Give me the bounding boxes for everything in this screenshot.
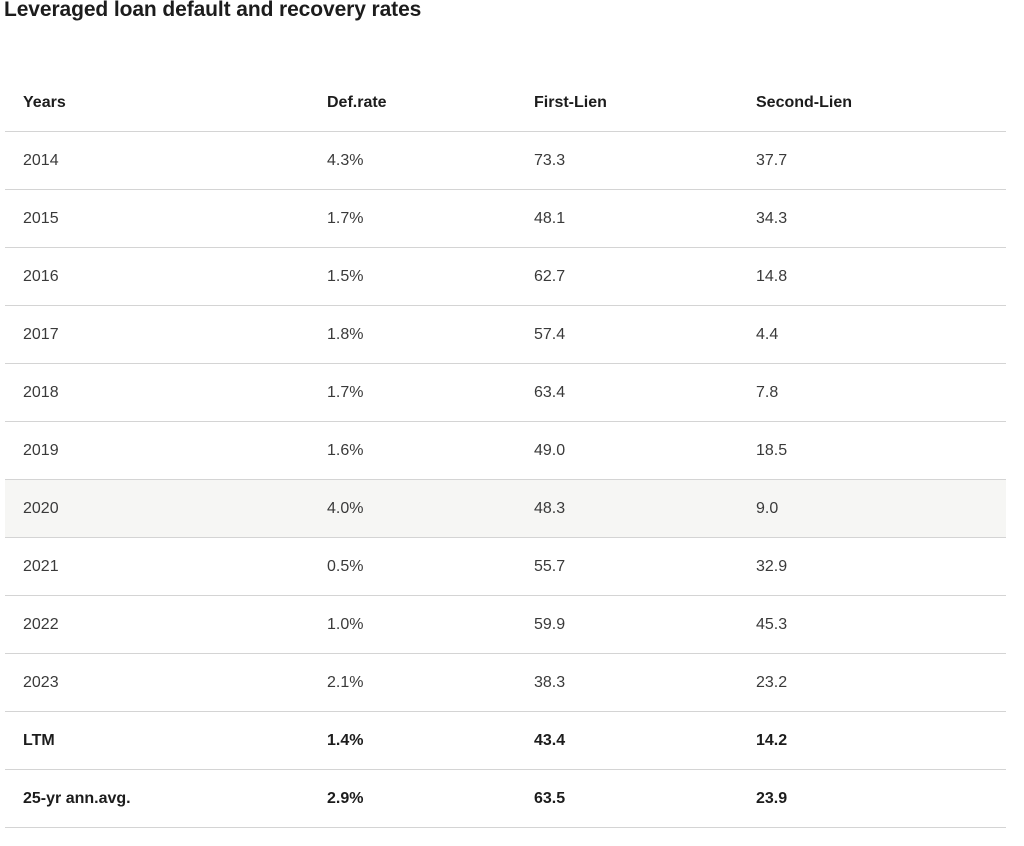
cell-second-lien: 34.3 xyxy=(756,209,788,227)
cell-second-lien: 23.9 xyxy=(756,789,788,807)
cell-second-lien: 32.9 xyxy=(756,557,788,575)
cell-year: 2022 xyxy=(23,615,59,633)
cell-year: 2020 xyxy=(23,499,59,517)
cell-first-lien: 63.4 xyxy=(534,383,566,401)
header-def-rate: Def.rate xyxy=(327,93,387,111)
cell-second-lien: 23.2 xyxy=(756,673,788,691)
cell-def-rate: 1.7% xyxy=(327,383,364,401)
cell-first-lien: 43.4 xyxy=(534,731,566,749)
cell-def-rate: 4.0% xyxy=(327,499,364,517)
cell-second-lien: 45.3 xyxy=(756,615,788,633)
cell-def-rate: 4.3% xyxy=(327,151,364,169)
table-row: 2017 1.8% 57.4 4.4 xyxy=(5,306,1006,364)
header-second-lien: Second-Lien xyxy=(756,93,853,111)
data-table: Years Def.rate First-Lien Second-Lien 20… xyxy=(5,74,1006,828)
cell-def-rate: 1.7% xyxy=(327,209,364,227)
cell-second-lien: 9.0 xyxy=(756,499,779,517)
table-row-hovered: 2020 4.0% 48.3 9.0 xyxy=(5,480,1006,538)
cell-second-lien: 18.5 xyxy=(756,441,788,459)
table-row: 2015 1.7% 48.1 34.3 xyxy=(5,190,1006,248)
cell-def-rate: 2.1% xyxy=(327,673,364,691)
table-row: 2018 1.7% 63.4 7.8 xyxy=(5,364,1006,422)
cell-def-rate: 1.4% xyxy=(327,731,364,749)
table-row: 2022 1.0% 59.9 45.3 xyxy=(5,596,1006,654)
cell-first-lien: 63.5 xyxy=(534,789,566,807)
cell-year: 2019 xyxy=(23,441,59,459)
cell-first-lien: 48.1 xyxy=(534,209,566,227)
cell-def-rate: 1.6% xyxy=(327,441,364,459)
cell-year: 2021 xyxy=(23,557,59,575)
cell-def-rate: 0.5% xyxy=(327,557,364,575)
cell-year: 25-yr ann.avg. xyxy=(23,789,131,807)
cell-def-rate: 1.5% xyxy=(327,267,364,285)
table-row: 2014 4.3% 73.3 37.7 xyxy=(5,132,1006,190)
table-row-ltm: LTM 1.4% 43.4 14.2 xyxy=(5,712,1006,770)
cell-first-lien: 49.0 xyxy=(534,441,566,459)
cell-first-lien: 57.4 xyxy=(534,325,566,343)
cell-first-lien: 62.7 xyxy=(534,267,566,285)
table-row: 2021 0.5% 55.7 32.9 xyxy=(5,538,1006,596)
cell-def-rate: 1.8% xyxy=(327,325,364,343)
cell-first-lien: 55.7 xyxy=(534,557,566,575)
table-row: 2016 1.5% 62.7 14.8 xyxy=(5,248,1006,306)
table-row: 2023 2.1% 38.3 23.2 xyxy=(5,654,1006,712)
cell-year: 2015 xyxy=(23,209,59,227)
cell-def-rate: 1.0% xyxy=(327,615,364,633)
table-row-average: 25-yr ann.avg. 2.9% 63.5 23.9 xyxy=(5,770,1006,828)
cell-year: 2017 xyxy=(23,325,59,343)
cell-year: LTM xyxy=(23,731,55,749)
cell-def-rate: 2.9% xyxy=(327,789,364,807)
header-years: Years xyxy=(23,93,66,111)
table-header-row: Years Def.rate First-Lien Second-Lien xyxy=(5,74,1006,132)
cell-first-lien: 48.3 xyxy=(534,499,566,517)
page-title: Leveraged loan default and recovery rate… xyxy=(4,0,422,21)
cell-first-lien: 38.3 xyxy=(534,673,566,691)
cell-year: 2018 xyxy=(23,383,59,401)
cell-second-lien: 37.7 xyxy=(756,151,788,169)
cell-second-lien: 7.8 xyxy=(756,383,779,401)
cell-second-lien: 4.4 xyxy=(756,325,779,343)
cell-second-lien: 14.2 xyxy=(756,731,788,749)
header-first-lien: First-Lien xyxy=(534,93,607,111)
cell-second-lien: 14.8 xyxy=(756,267,788,285)
cell-first-lien: 73.3 xyxy=(534,151,566,169)
cell-year: 2023 xyxy=(23,673,59,691)
cell-year: 2016 xyxy=(23,267,59,285)
table-row: 2019 1.6% 49.0 18.5 xyxy=(5,422,1006,480)
cell-first-lien: 59.9 xyxy=(534,615,566,633)
cell-year: 2014 xyxy=(23,151,59,169)
